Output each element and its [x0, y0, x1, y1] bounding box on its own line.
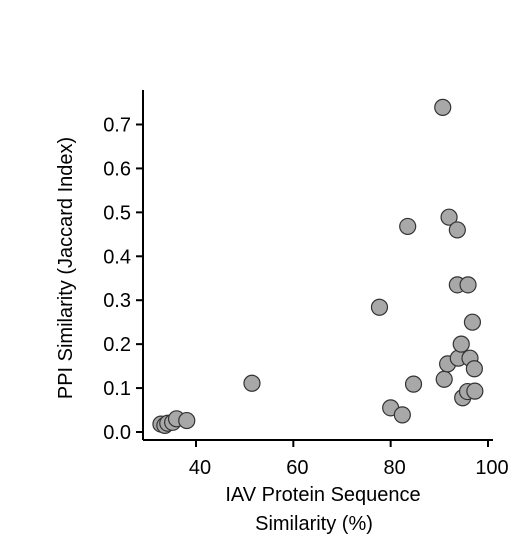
data-point — [463, 313, 482, 331]
data-point — [178, 411, 196, 430]
y-tick-label: 0.3 — [103, 290, 131, 312]
data-points — [152, 98, 484, 435]
y-axis-title: PPI Similarity (Jaccard Index) — [55, 137, 77, 399]
data-point — [459, 276, 477, 294]
y-tick-label: 0.2 — [103, 334, 131, 356]
data-point — [440, 208, 458, 226]
x-axis-title-line-1: IAV Protein Sequence — [225, 484, 420, 506]
data-point — [448, 221, 466, 239]
y-tick-label: 0.1 — [103, 378, 131, 400]
x-tick-label: 40 — [189, 457, 211, 479]
y-tick-label: 0.0 — [103, 422, 131, 444]
y-tick-label: 0.7 — [103, 115, 131, 137]
x-tick-label: 80 — [384, 457, 406, 479]
data-point — [404, 375, 423, 393]
y-tick-label: 0.4 — [103, 246, 131, 268]
x-tick-label: 100 — [475, 457, 508, 479]
data-point — [243, 374, 261, 392]
data-point — [465, 360, 483, 378]
data-point — [452, 335, 470, 353]
x-tick-label: 60 — [286, 457, 308, 479]
y-tick-label: 0.6 — [103, 158, 131, 180]
data-point — [466, 382, 484, 400]
y-tick-label: 0.5 — [103, 202, 131, 224]
data-point — [399, 217, 417, 236]
axes — [142, 90, 493, 441]
ticks: 0.0 0.1 0.2 0.3 0.4 0.5 0.6 0.7 40 60 80 100 — [103, 115, 509, 480]
x-axis-title-line-2: Similarity (%) — [255, 513, 373, 535]
data-point — [434, 98, 452, 116]
data-point — [370, 298, 389, 316]
data-point — [435, 370, 453, 388]
data-point — [393, 406, 411, 424]
